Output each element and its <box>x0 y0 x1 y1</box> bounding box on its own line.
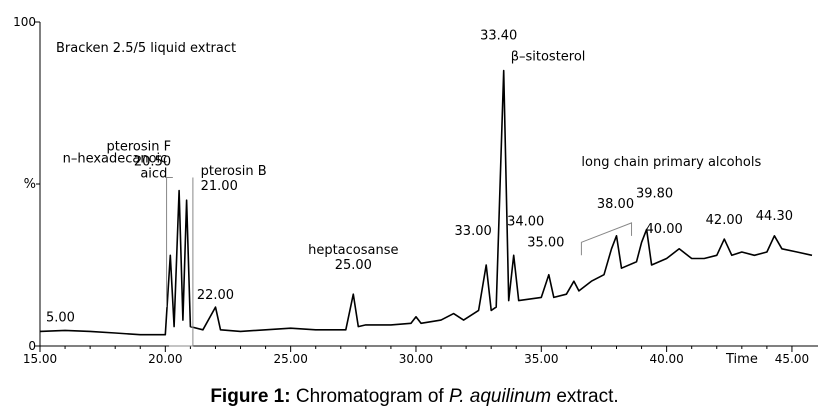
bracket-line <box>166 177 173 308</box>
peak-annotation: 35.00 <box>527 236 564 251</box>
annotation-line: 20.50 <box>134 154 171 169</box>
y-tick-label: 0 <box>28 339 36 353</box>
annotation-line: 34.00 <box>507 214 544 229</box>
peak-annotation: 39.80 <box>636 186 673 201</box>
annotation-line: long chain primary alcohols <box>581 155 761 170</box>
annotation-line: 44.30 <box>756 209 793 224</box>
y-axis-label: % <box>24 177 36 192</box>
annotation-line: 33.40 <box>480 29 517 44</box>
chart-series <box>39 69 813 336</box>
caption-species: P. aquilinum <box>448 386 552 407</box>
peak-annotation: pterosin F 20.50 <box>107 139 172 169</box>
bracket-line <box>580 222 633 256</box>
y-tick-label: 100 <box>13 15 36 29</box>
chromatogram-trace <box>39 69 813 336</box>
annotation-line: 21.00 <box>201 179 238 194</box>
peak-annotation: pterosin B 21.00 <box>201 164 267 194</box>
caption-text-before: Chromatogram of <box>290 386 449 407</box>
bracket-line <box>169 177 194 347</box>
annotation-line: β–sitosterol <box>511 50 586 65</box>
x-tick-label: 15.00 <box>23 352 57 366</box>
annotation-line: aicd <box>140 166 167 181</box>
caption-text-after: extract. <box>551 386 619 407</box>
chromatogram-chart: 15.00 20.00 25.00 30.00 35.00 40.00 45.000100 … <box>13 15 818 367</box>
chart-axes <box>39 22 818 347</box>
peak-annotation: 33.00 <box>455 224 492 239</box>
peak-annotation: 42.00 <box>706 213 743 228</box>
x-tick-label: 45.00 <box>775 352 809 366</box>
figure-caption: Figure 1: Chromatogram of P. aquilinum e… <box>0 386 829 408</box>
x-tick-label: 30.00 <box>399 352 433 366</box>
annotation-line: pterosin F <box>107 139 172 154</box>
x-tick-label: 20.00 <box>148 352 182 366</box>
chart-title: Bracken 2.5/5 liquid extract <box>56 41 236 56</box>
annotation-line: 39.80 <box>636 186 673 201</box>
annotation-line: heptacosanse <box>308 243 398 258</box>
peak-annotation: 5.00 <box>46 310 75 325</box>
x-tick-label: 25.00 <box>273 352 307 366</box>
annotation-line: 35.00 <box>527 236 564 251</box>
annotation-line: 38.00 <box>597 197 634 212</box>
annotation-line: 5.00 <box>46 310 75 325</box>
peak-brackets <box>166 177 633 347</box>
x-tick-label: 40.00 <box>649 352 683 366</box>
peak-annotation: long chain primary alcohols <box>581 155 761 170</box>
annotation-line: 25.00 <box>335 258 372 273</box>
peak-annotation: 34.00 <box>507 214 544 229</box>
annotation-line: 40.00 <box>646 222 683 237</box>
peak-annotation: 44.30 <box>756 209 793 224</box>
peak-annotation: β–sitosterol <box>511 50 586 65</box>
peak-annotation: 38.00 <box>597 197 634 212</box>
caption-label: Figure 1: <box>210 386 291 407</box>
annotation-line: 22.00 <box>197 288 234 303</box>
peak-annotation: n–hexadecanoic aicd <box>63 151 168 181</box>
annotation-line: n–hexadecanoic <box>63 151 168 166</box>
chart-ticks: 15.00 20.00 25.00 30.00 35.00 40.00 45.00 0 100 <box>13 15 809 366</box>
peak-annotation: 33.40 <box>480 29 517 44</box>
peak-annotation: heptacosanse 25.00 <box>308 243 398 273</box>
annotation-line: pterosin B <box>201 164 267 179</box>
peak-annotation: 40.00 <box>646 222 683 237</box>
annotation-line: 42.00 <box>706 213 743 228</box>
x-axis-label: Time <box>725 352 758 367</box>
x-tick-label: 35.00 <box>524 352 558 366</box>
peak-annotation: 22.00 <box>197 288 234 303</box>
annotation-line: 33.00 <box>455 224 492 239</box>
